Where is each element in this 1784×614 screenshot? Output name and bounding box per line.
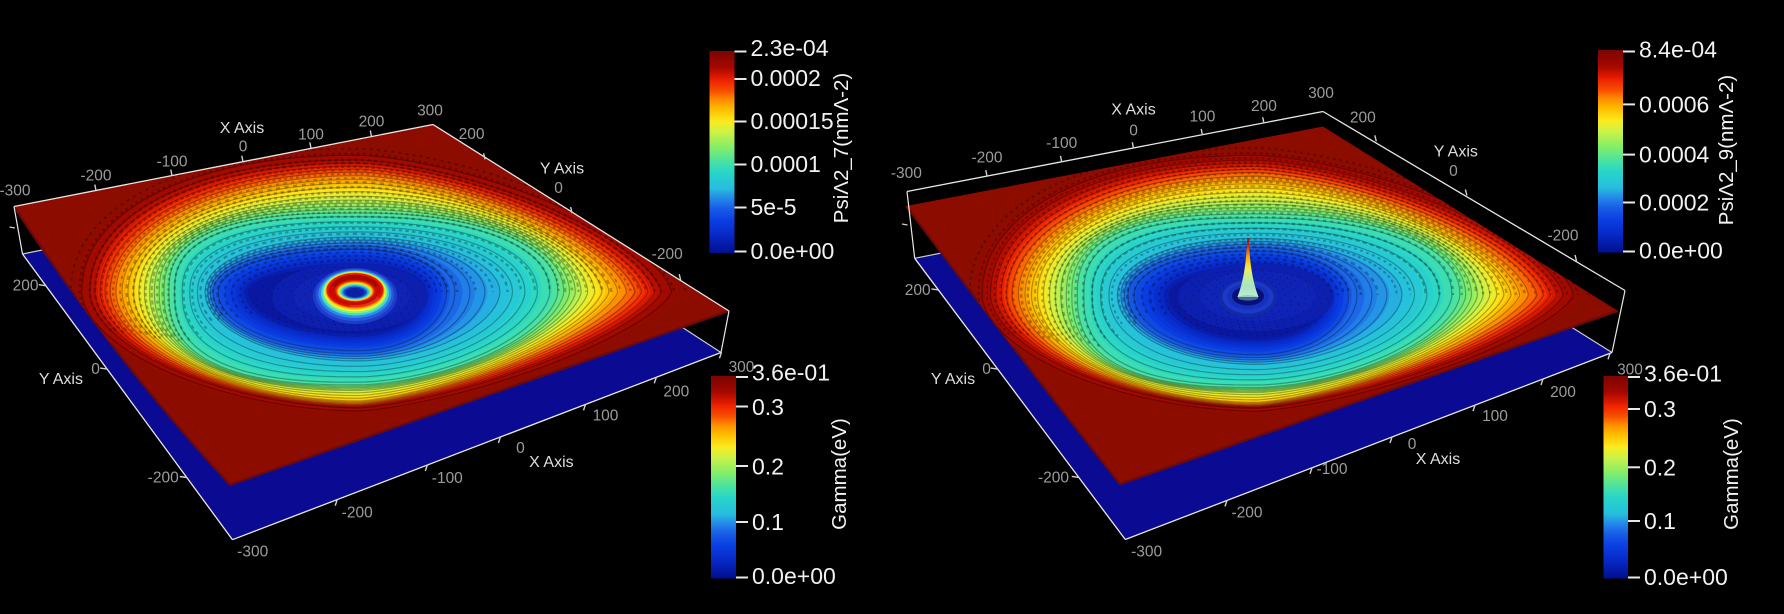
svg-text:Gamma(eV): Gamma(eV) <box>1720 418 1743 530</box>
svg-text:-200: -200 <box>652 246 683 263</box>
svg-text:PsiΛ2_9(nmΛ-2): PsiΛ2_9(nmΛ-2) <box>1715 75 1738 225</box>
svg-text:200: 200 <box>1350 109 1376 126</box>
svg-text:2.3e-04: 2.3e-04 <box>751 35 829 61</box>
svg-text:300: 300 <box>1308 85 1334 102</box>
svg-text:0.00015: 0.00015 <box>751 108 834 134</box>
svg-text:Y Axis: Y Axis <box>39 371 83 388</box>
svg-text:-300: -300 <box>891 165 922 182</box>
svg-text:0: 0 <box>554 180 563 197</box>
svg-text:-200: -200 <box>1547 227 1578 244</box>
svg-text:0: 0 <box>239 139 248 156</box>
svg-text:0.3: 0.3 <box>1644 396 1676 422</box>
svg-text:300: 300 <box>729 359 755 376</box>
svg-text:0: 0 <box>982 361 991 378</box>
svg-text:0: 0 <box>1408 436 1417 453</box>
svg-text:0: 0 <box>1129 122 1138 139</box>
svg-text:100: 100 <box>1482 408 1508 425</box>
svg-text:200: 200 <box>1251 98 1277 115</box>
svg-text:200: 200 <box>13 278 39 295</box>
svg-text:200: 200 <box>663 384 689 401</box>
svg-text:200: 200 <box>1550 384 1576 401</box>
svg-text:0.0e+00: 0.0e+00 <box>751 238 835 264</box>
svg-text:0.0e+00: 0.0e+00 <box>1639 237 1723 263</box>
svg-text:-300: -300 <box>1131 544 1162 561</box>
svg-text:0: 0 <box>516 440 525 457</box>
svg-text:100: 100 <box>1189 109 1215 126</box>
svg-text:8.4e-04: 8.4e-04 <box>1639 37 1717 63</box>
svg-text:Y Axis: Y Axis <box>1434 143 1478 160</box>
svg-text:-300: -300 <box>237 544 268 561</box>
svg-text:X Axis: X Axis <box>220 120 264 137</box>
svg-text:0.1: 0.1 <box>752 509 784 535</box>
svg-text:-200: -200 <box>80 168 111 185</box>
svg-text:-100: -100 <box>432 470 463 487</box>
svg-text:X Axis: X Axis <box>1416 451 1460 468</box>
svg-text:Y Axis: Y Axis <box>931 371 975 388</box>
svg-text:X Axis: X Axis <box>1111 101 1155 118</box>
svg-text:200: 200 <box>359 114 385 131</box>
svg-text:-200: -200 <box>1231 505 1262 522</box>
svg-text:5e-5: 5e-5 <box>751 194 797 220</box>
svg-text:0.0e+00: 0.0e+00 <box>1644 564 1728 590</box>
svg-text:300: 300 <box>1617 362 1643 379</box>
svg-text:0.0002: 0.0002 <box>751 65 821 91</box>
svg-text:-200: -200 <box>148 470 179 487</box>
svg-text:-200: -200 <box>971 150 1002 167</box>
svg-text:-100: -100 <box>156 154 187 171</box>
svg-text:0.0002: 0.0002 <box>1639 190 1709 216</box>
svg-text:0.2: 0.2 <box>752 454 784 480</box>
svg-text:0.0e+00: 0.0e+00 <box>752 563 836 589</box>
svg-text:0.0001: 0.0001 <box>751 151 821 177</box>
svg-text:0.0006: 0.0006 <box>1639 91 1709 117</box>
svg-text:0.0004: 0.0004 <box>1639 142 1710 168</box>
svg-text:100: 100 <box>298 126 324 143</box>
svg-text:0: 0 <box>1449 163 1458 180</box>
svg-text:100: 100 <box>593 408 619 425</box>
svg-text:-200: -200 <box>1038 469 1069 486</box>
svg-text:0.1: 0.1 <box>1644 508 1676 534</box>
svg-text:Y Axis: Y Axis <box>540 161 584 178</box>
svg-text:Gamma(eV): Gamma(eV) <box>828 418 851 530</box>
svg-text:-200: -200 <box>342 505 373 522</box>
svg-text:0.3: 0.3 <box>752 394 784 420</box>
svg-text:0.2: 0.2 <box>1644 454 1676 480</box>
svg-text:X Axis: X Axis <box>529 454 573 471</box>
svg-text:300: 300 <box>417 103 443 120</box>
svg-text:0: 0 <box>91 361 100 378</box>
svg-text:200: 200 <box>905 282 931 299</box>
svg-text:200: 200 <box>459 126 485 143</box>
svg-text:3.6e-01: 3.6e-01 <box>1644 361 1722 387</box>
svg-text:3.6e-01: 3.6e-01 <box>752 360 830 386</box>
svg-text:-100: -100 <box>1046 135 1077 152</box>
svg-text:-100: -100 <box>1316 461 1347 478</box>
svg-text:-300: -300 <box>0 183 31 200</box>
svg-text:PsiΛ2_7(nmΛ-2): PsiΛ2_7(nmΛ-2) <box>830 73 853 223</box>
